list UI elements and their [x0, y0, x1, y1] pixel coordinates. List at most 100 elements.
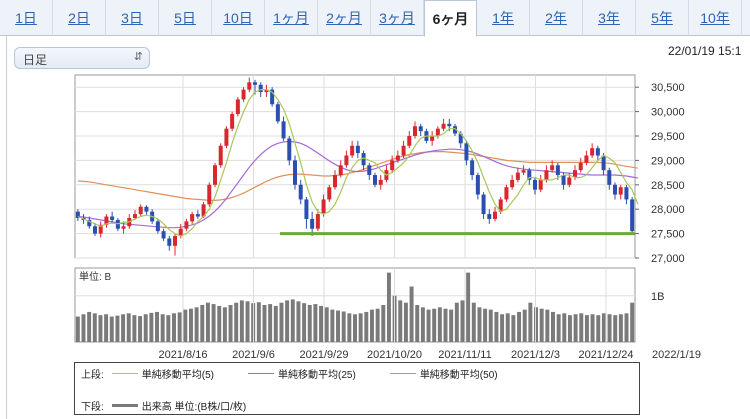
volume-bar	[268, 304, 273, 342]
price-tick-label: 27,500	[651, 229, 685, 241]
volume-bar	[432, 308, 437, 342]
volume-bar	[143, 314, 148, 342]
volume-bar	[336, 310, 341, 342]
candle-up	[407, 136, 412, 146]
candle-down	[155, 221, 160, 232]
candle-up	[493, 211, 497, 219]
price-tick-label: 30,500	[651, 82, 685, 94]
candle-up	[521, 170, 526, 173]
volume-bar	[166, 315, 171, 342]
candle-up	[241, 89, 246, 100]
date-label: 2021/12/3	[511, 349, 560, 361]
price-chart: 27,000 27,500 28,000 28,500 29,000 29,500 30,0…	[74, 74, 701, 361]
volume-bar	[285, 300, 290, 342]
volume-bar	[415, 305, 420, 342]
volume-bar	[75, 316, 80, 342]
candle-down	[475, 175, 480, 195]
legend-lower-label: 下段:	[81, 401, 104, 413]
candle-down	[270, 89, 275, 105]
volume-bar	[437, 307, 442, 342]
volume-bar	[403, 302, 408, 342]
date-label: 2021/9/29	[300, 349, 349, 361]
tab-11[interactable]: 2年	[530, 0, 583, 36]
volume-bar	[630, 302, 635, 342]
price-tick-label: 28,000	[651, 204, 685, 216]
tab-7[interactable]: 2ヶ月	[318, 0, 371, 36]
volume-bar	[324, 307, 329, 342]
candle-down	[418, 126, 423, 132]
candle-up	[321, 199, 326, 215]
candle-down	[453, 126, 457, 134]
tab-10[interactable]: 1年	[477, 0, 530, 36]
date-label: 2021/11/11	[438, 349, 491, 361]
tab-9[interactable]: 6ヶ月	[424, 0, 477, 37]
volume-bar	[160, 314, 165, 342]
volume-bar	[353, 314, 357, 342]
volume-bar	[386, 272, 391, 342]
tab-12[interactable]: 3年	[583, 0, 636, 36]
candle-up	[224, 128, 229, 146]
candle-down	[275, 104, 280, 122]
volume-bar	[121, 314, 126, 342]
candle-up	[590, 148, 595, 156]
candle-up	[213, 165, 217, 185]
candle-up	[218, 145, 223, 166]
volume-bar	[313, 304, 318, 342]
volume-bar	[234, 302, 239, 342]
date-label: 2021/10/20	[367, 349, 422, 361]
volume-bar	[562, 313, 567, 342]
tab-8[interactable]: 3ヶ月	[371, 0, 424, 36]
volume-bar	[256, 302, 261, 342]
volume-bar	[454, 302, 459, 342]
volume-bar	[398, 300, 403, 342]
price-tick-label: 29,000	[651, 155, 685, 167]
tab-14[interactable]: 10年	[689, 0, 742, 36]
candle-down	[555, 165, 560, 176]
volume-bar	[483, 308, 488, 342]
candle-down	[487, 214, 492, 219]
tab-2[interactable]: 2日	[53, 0, 106, 36]
candle-up	[190, 214, 195, 222]
candle-up	[515, 172, 520, 180]
volume-bar	[460, 300, 465, 342]
volume-bar	[420, 307, 425, 342]
timestamp: 22/01/19 15:1	[668, 44, 742, 58]
volume-bar	[567, 315, 572, 342]
volume-bar	[98, 315, 103, 342]
volume-bar	[573, 314, 578, 342]
tab-4[interactable]: 5日	[159, 0, 212, 36]
volume-bar	[364, 311, 369, 342]
volume-bar	[517, 311, 522, 342]
candle-down	[527, 170, 532, 180]
volume-bar	[200, 305, 205, 342]
tab-13[interactable]: 5年	[636, 0, 689, 36]
tab-6[interactable]: 1ヶ月	[265, 0, 318, 36]
tab-1[interactable]: 1日	[0, 0, 53, 36]
volume-bar	[488, 309, 493, 342]
volume-bar	[624, 313, 629, 342]
tab-5[interactable]: 10日	[212, 0, 265, 36]
legend-volume-label: 出来高 単位:(B株/口/枚)	[141, 401, 247, 413]
candle-up	[315, 214, 320, 229]
candle-down	[601, 155, 606, 171]
candle-down	[293, 160, 297, 185]
candle-up	[235, 99, 240, 115]
volume-bar	[522, 309, 527, 342]
volume-bar	[92, 313, 97, 342]
volume-bar	[409, 286, 414, 342]
volume-bar	[205, 302, 210, 342]
volume-bar	[494, 311, 499, 342]
tab-3[interactable]: 3日	[106, 0, 159, 36]
volume-bar	[607, 314, 612, 342]
legend-upper-label: 上段:	[81, 369, 104, 381]
volume-bar	[138, 316, 143, 342]
period-select[interactable]: 日足 ⇵	[14, 47, 150, 69]
date-label: 2022/1/19	[652, 349, 701, 361]
candle-down	[87, 219, 92, 227]
volume-bar	[375, 308, 380, 342]
candle-up	[178, 228, 183, 237]
volume-bar	[177, 312, 182, 342]
candle-down	[464, 143, 469, 161]
volume-bar	[217, 305, 222, 342]
candle-down	[613, 184, 617, 195]
